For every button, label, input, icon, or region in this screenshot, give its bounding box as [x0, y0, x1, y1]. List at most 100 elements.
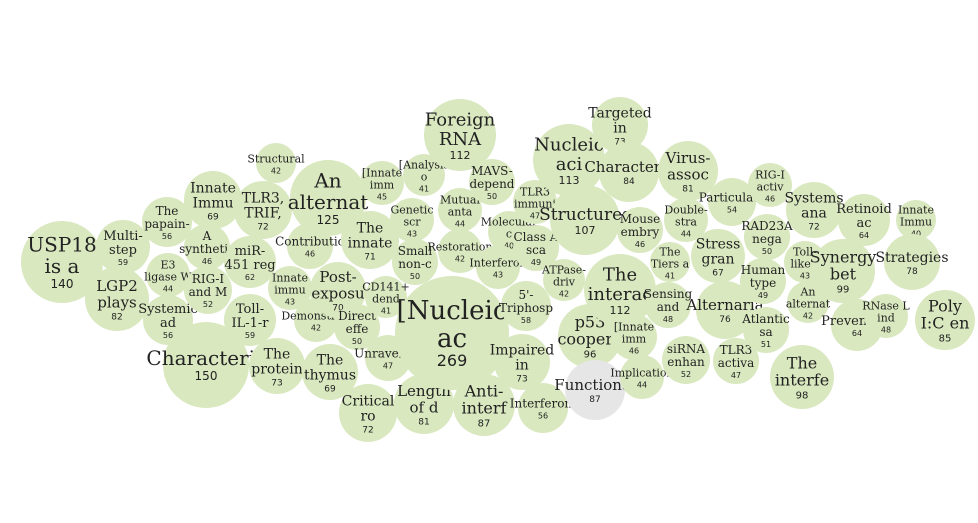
- bubble-rig-i-and-m[interactable]: RIG-I and M52: [184, 266, 232, 314]
- bubble-value: 72: [362, 425, 373, 435]
- bubble-value: 42: [271, 166, 281, 175]
- bubble-e3-ligase-w[interactable]: E3 ligase W44: [144, 253, 192, 297]
- bubble-the-tiers-a[interactable]: The Tiers a41: [650, 242, 690, 282]
- bubble-value: 69: [207, 212, 219, 222]
- bubble-circle: [256, 143, 296, 183]
- bubble-tlr3-trif[interactable]: TLR3, TRIF,72: [234, 181, 292, 239]
- bubble-circle: [224, 294, 276, 346]
- bubble-circle: [234, 181, 292, 239]
- bubble-poly-i-c-en[interactable]: Poly I:C en 85: [915, 290, 975, 350]
- bubble-label: Restoration: [428, 240, 493, 253]
- bubble-small-non-c[interactable]: Small non-c50: [392, 239, 438, 285]
- bubble-value: 42: [803, 311, 813, 320]
- bubble-circle: [438, 188, 482, 232]
- bubble-circle: [146, 253, 190, 297]
- bubble-interferon[interactable]: Interferon-56: [510, 383, 576, 433]
- bubble-circle: [786, 182, 842, 238]
- bubble-circle: [392, 239, 438, 285]
- bubble-the-interfe[interactable]: The interfe 98: [770, 345, 834, 409]
- bubble-value: 76: [719, 315, 731, 325]
- bubble-value: 56: [163, 331, 173, 340]
- bubble-circle: [163, 322, 249, 408]
- bubble-label: Innate immu: [272, 271, 308, 296]
- bubble-toll-il-1-r[interactable]: Toll-IL-1-r59: [224, 294, 276, 346]
- bubble-circle: [341, 211, 399, 269]
- bubble-synergy-bet[interactable]: Synergy bet 99: [810, 239, 877, 303]
- bubble-circle: [838, 194, 890, 246]
- bubble-label: [Innate imm: [362, 166, 402, 191]
- bubble-value: 48: [881, 325, 891, 334]
- bubble-label: miR-451 reg: [224, 244, 275, 273]
- bubble-the-papain[interactable]: The papain-56: [142, 197, 192, 247]
- bubble-circle: [592, 97, 648, 153]
- bubble-label: Contributio: [275, 235, 345, 249]
- bubble-anti-interf[interactable]: Anti-interf 87: [453, 374, 515, 436]
- bubble-value: 54: [727, 206, 737, 215]
- bubble-value: 96: [584, 350, 597, 361]
- bubble-circle: [708, 178, 756, 226]
- bubble-label: Foreign RNA: [425, 109, 496, 149]
- bubble-label: Interferon: [469, 256, 526, 269]
- bubble-label: The protein: [251, 346, 303, 377]
- bubble-label: Interferon-: [510, 397, 576, 411]
- bubble-circle: [744, 214, 790, 260]
